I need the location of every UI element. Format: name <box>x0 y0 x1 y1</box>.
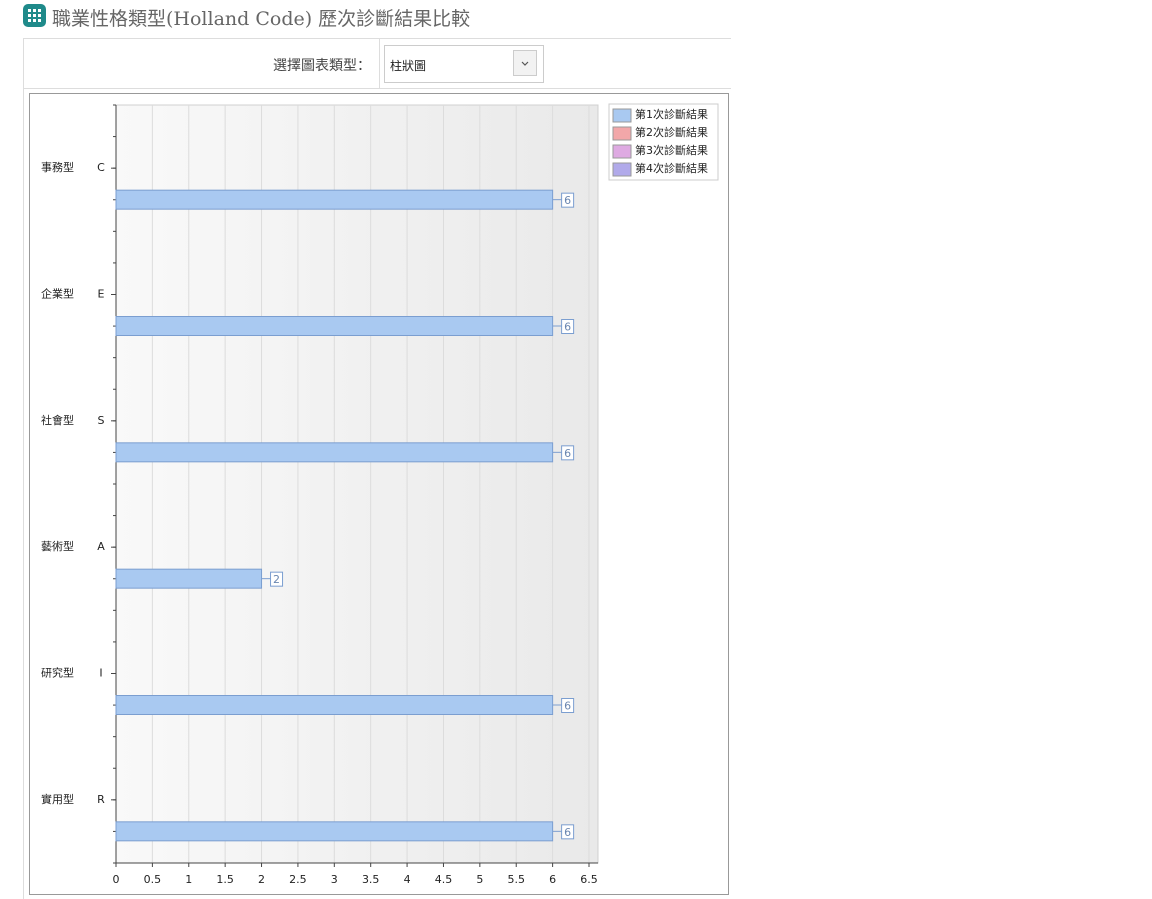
data-label: 6 <box>564 826 571 839</box>
chart-container: 0 0.5 1 1.5 2 2.5 3 3.5 4 4.5 5 5.5 6 6.5 事務型 C 6 企業型 E 6 社會… <box>29 93 729 895</box>
form-label: 選擇圖表類型： <box>273 58 371 74</box>
app-icon <box>23 4 46 27</box>
dropdown-button[interactable] <box>513 50 537 76</box>
category-code: C <box>97 161 105 174</box>
legend-entry: 第2次診斷結果 <box>635 125 708 139</box>
x-tick-label: 1.5 <box>216 873 234 886</box>
x-tick-label: 5 <box>476 873 483 886</box>
bar <box>115 695 554 715</box>
data-label: 6 <box>564 194 571 207</box>
category-code: E <box>98 288 105 301</box>
page-title: 職業性格類型(Holland Code) 歷次診斷結果比較 <box>52 8 471 30</box>
bar <box>115 568 263 589</box>
category-name: 社會型 <box>41 413 74 427</box>
x-tick-label: 6.5 <box>580 873 598 886</box>
panel: 選擇圖表類型： 柱狀圖 <box>23 38 731 899</box>
x-tick-label: 0.5 <box>144 873 162 886</box>
category-code: S <box>98 414 105 427</box>
data-label-box <box>270 571 284 587</box>
data-label-box <box>561 445 575 461</box>
x-tick-label: 0 <box>113 873 120 886</box>
x-tick-label: 4.5 <box>435 873 453 886</box>
legend-swatch <box>612 162 632 177</box>
category-name: 企業型 <box>41 287 74 301</box>
data-label-box <box>561 698 575 713</box>
data-label: 6 <box>564 321 571 334</box>
category-code: A <box>97 540 105 553</box>
legend-entry: 第1次診斷結果 <box>635 107 708 121</box>
x-tick-label: 4 <box>404 873 411 886</box>
chart-type-select[interactable]: 柱狀圖 <box>384 45 544 83</box>
data-label: 2 <box>273 573 280 586</box>
bar <box>115 189 554 210</box>
x-tick-label: 3 <box>331 873 338 886</box>
form-row: 選擇圖表類型： 柱狀圖 <box>24 39 731 89</box>
category-name: 實用型 <box>41 792 74 806</box>
legend-entry: 第3次診斷結果 <box>635 143 708 157</box>
data-label-box <box>561 824 575 840</box>
category-name: 事務型 <box>41 160 74 174</box>
legend-swatch <box>612 144 632 159</box>
x-tick-label: 3.5 <box>362 873 380 886</box>
data-label-box <box>561 192 575 208</box>
plot-area <box>115 104 599 864</box>
data-label: 6 <box>564 700 571 713</box>
chevron <box>521 61 529 66</box>
x-tick-label: 6 <box>549 873 556 886</box>
category-name: 研究型 <box>41 666 74 680</box>
x-tick-label: 5.5 <box>507 873 525 886</box>
chart: 0 0.5 1 1.5 2 2.5 3 3.5 4 4.5 5 5.5 6 6.5 事務型 C 6 企業型 E 6 社會… <box>41 103 719 886</box>
category-name: 藝術型 <box>41 539 74 553</box>
x-tick-label: 2.5 <box>289 873 307 886</box>
x-tick-label: 1 <box>185 873 192 886</box>
bar <box>115 821 554 842</box>
x-tick-label: 2 <box>258 873 265 886</box>
category-code: I <box>99 667 102 680</box>
select-value: 柱狀圖 <box>390 59 427 73</box>
data-label-box <box>561 319 575 334</box>
legend-swatch <box>612 126 632 141</box>
legend-entry: 第4次診斷結果 <box>635 161 708 175</box>
icon-grid <box>28 9 41 22</box>
legend-swatch <box>612 108 632 123</box>
bar <box>115 442 554 463</box>
separator <box>379 39 380 88</box>
category-code: R <box>97 793 105 806</box>
bar <box>115 316 554 336</box>
data-label: 6 <box>564 447 571 460</box>
